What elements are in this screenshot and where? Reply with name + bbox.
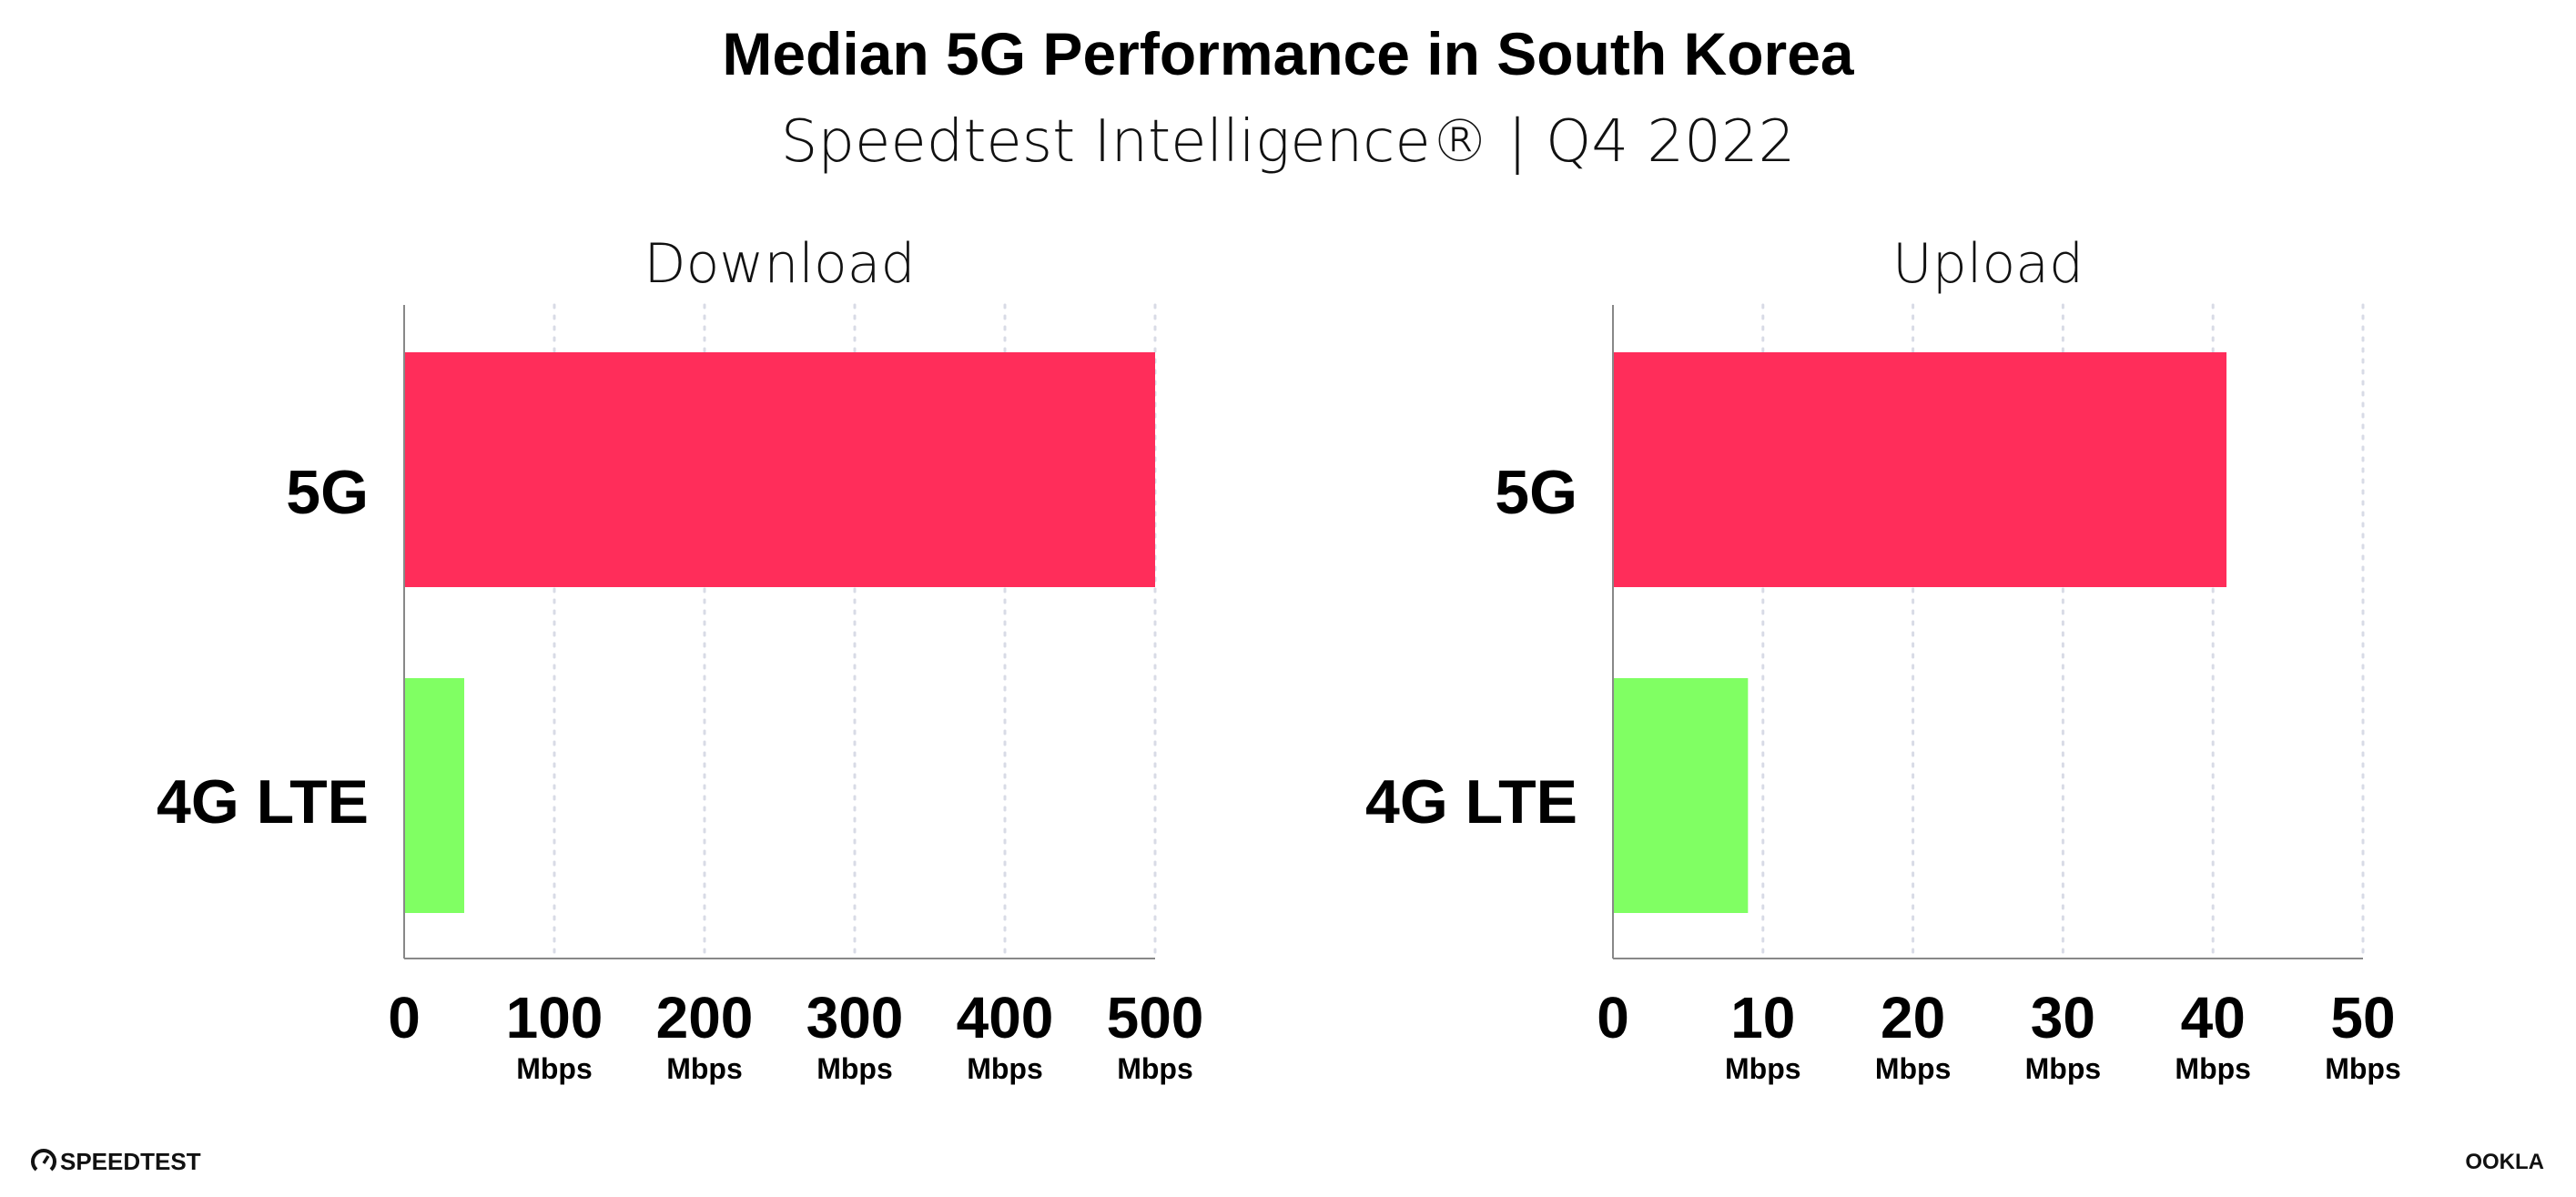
tick-unit: Mbps [1725, 1052, 1801, 1085]
tick-label: 200 [656, 985, 754, 1050]
chart-title: Median 5G Performance in South Korea [722, 20, 1855, 87]
tick-unit: Mbps [816, 1052, 893, 1085]
category-label: 4G LTE [157, 767, 369, 837]
tick-label: 20 [1881, 985, 1945, 1050]
tick-label: 0 [1597, 985, 1629, 1050]
tick-label: 10 [1730, 985, 1795, 1050]
tick-unit: Mbps [2325, 1052, 2401, 1085]
gauge-icon [31, 1149, 56, 1172]
tick-unit: Mbps [2025, 1052, 2102, 1085]
tick-unit: Mbps [967, 1052, 1043, 1085]
tick-label: 400 [957, 985, 1054, 1050]
speedtest-logo: SPEEDTEST [31, 1148, 201, 1175]
tick-label: 30 [2031, 985, 2095, 1050]
tick-label: 300 [806, 985, 904, 1050]
panel-title: Upload [1892, 232, 2084, 296]
tick-unit: Mbps [516, 1052, 593, 1085]
tick-unit: Mbps [2175, 1052, 2251, 1085]
tick-label: 100 [506, 985, 603, 1050]
tick-unit: Mbps [1875, 1052, 1952, 1085]
tick-label: 40 [2181, 985, 2246, 1050]
chart-subtitle: Speedtest Intelligence® | Q4 2022 [781, 108, 1796, 176]
category-label: 5G [1495, 458, 1577, 527]
panel-title: Download [644, 232, 915, 296]
bar-5g [1613, 352, 2227, 587]
bar-4g-lte [404, 678, 464, 913]
tick-label: 500 [1107, 985, 1204, 1050]
category-label: 4G LTE [1365, 767, 1577, 837]
category-label: 5G [286, 458, 369, 527]
tick-unit: Mbps [666, 1052, 743, 1085]
ookla-logo: OOKLA [2465, 1150, 2544, 1174]
tick-label: 50 [2330, 985, 2395, 1050]
bar-5g [404, 352, 1155, 587]
speedtest-logo-text: SPEEDTEST [60, 1148, 201, 1175]
tick-unit: Mbps [1117, 1052, 1193, 1085]
bar-4g-lte [1613, 678, 1749, 913]
tick-label: 0 [388, 985, 421, 1050]
